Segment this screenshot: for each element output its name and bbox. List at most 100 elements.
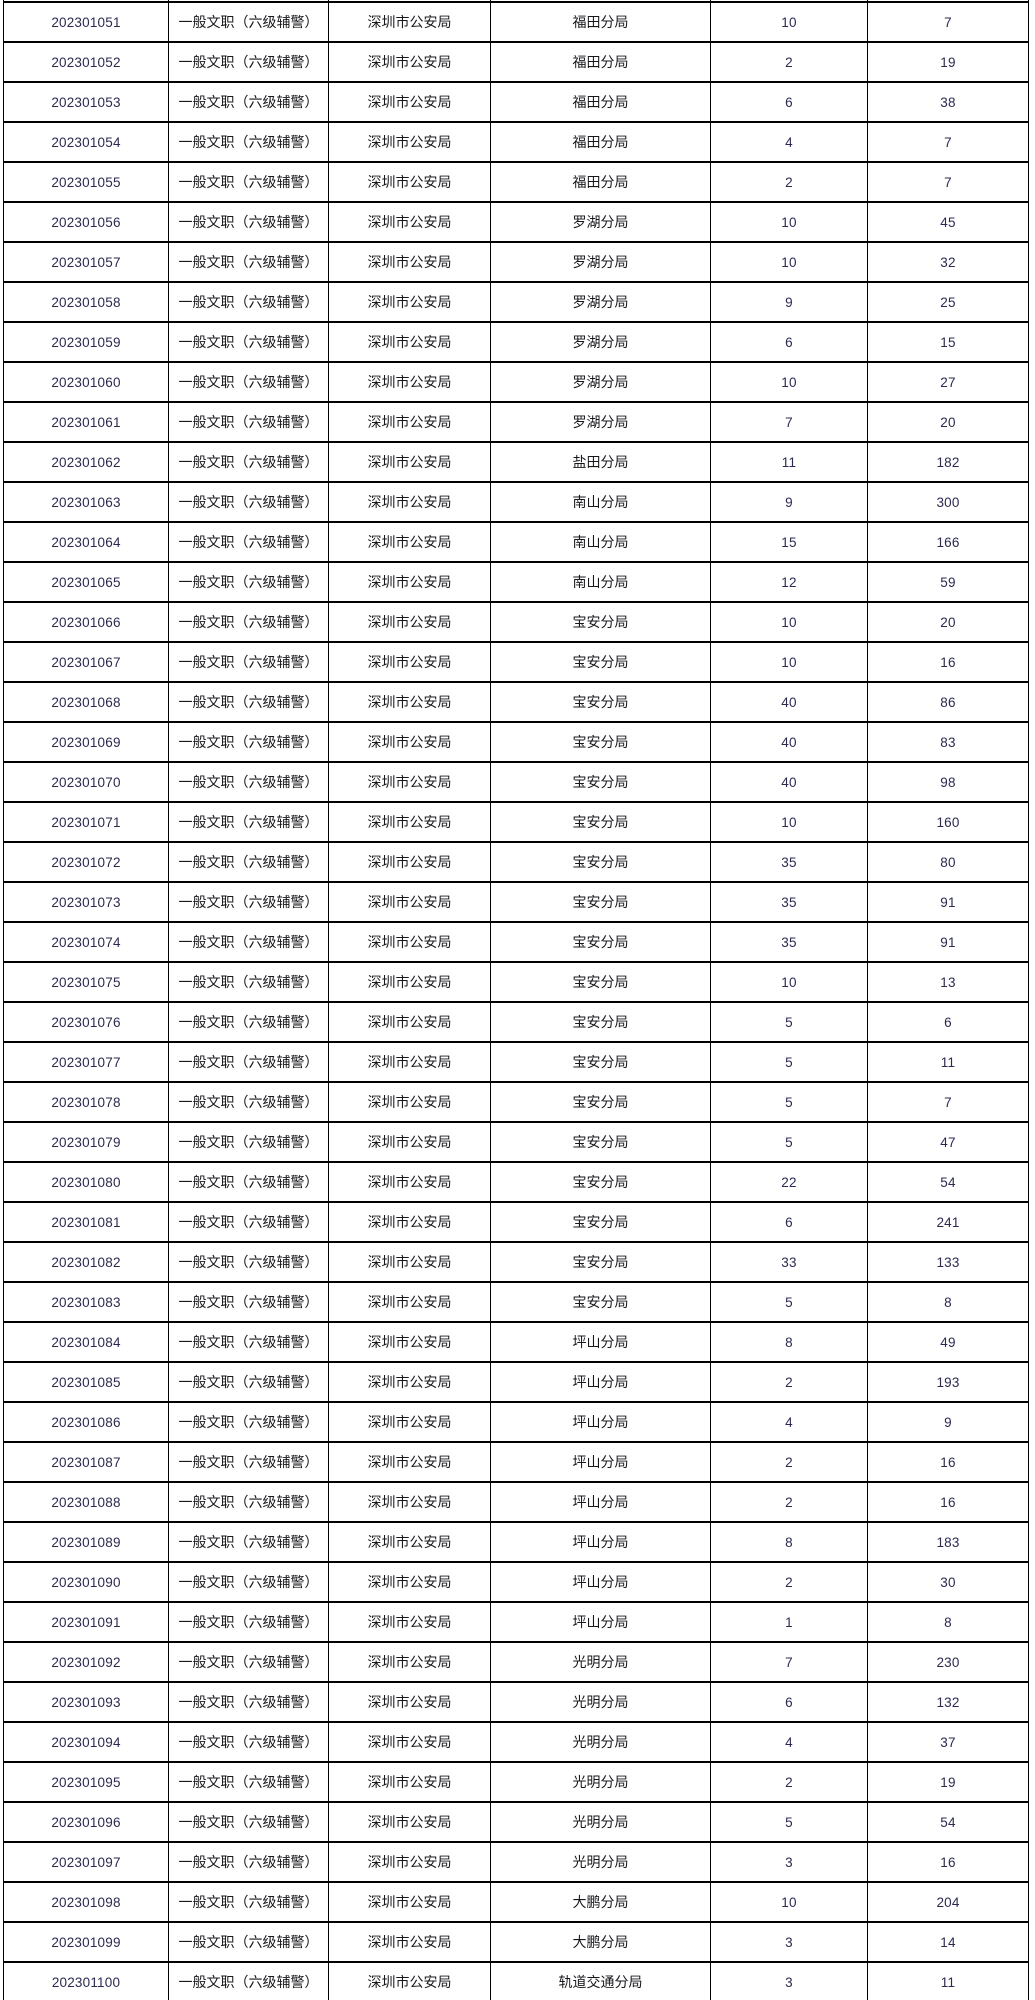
job-code-cell: 202301087 [3,1441,169,1483]
agency-cell: 深圳市公安局 [328,1681,491,1723]
recruit-count-cell: 2 [710,1481,868,1523]
job-code-cell: 202301091 [3,1601,169,1643]
recruit-count-cell: 9 [710,281,868,323]
table-row: 202301098 一般文职（六级辅警） 深圳市公安局 大鹏分局 10 204 [3,1881,1029,1923]
position-cell: 一般文职（六级辅警） [168,361,329,403]
job-code-cell: 202301097 [3,1841,169,1883]
department-cell: 福田分局 [490,41,711,83]
position-cell: 一般文职（六级辅警） [168,1,329,43]
recruit-count-cell: 5 [710,1121,868,1163]
table-row: 202301056 一般文职（六级辅警） 深圳市公安局 罗湖分局 10 45 [3,201,1029,243]
recruit-count-cell: 4 [710,121,868,163]
applicant-count-cell: 47 [867,1121,1029,1163]
department-cell: 罗湖分局 [490,281,711,323]
agency-cell: 深圳市公安局 [328,121,491,163]
agency-cell: 深圳市公安局 [328,41,491,83]
agency-cell: 深圳市公安局 [328,441,491,483]
position-cell: 一般文职（六级辅警） [168,1481,329,1523]
applicant-count-cell: 204 [867,1881,1029,1923]
agency-cell: 深圳市公安局 [328,1641,491,1683]
job-code-cell: 202301059 [3,321,169,363]
agency-cell: 深圳市公安局 [328,1841,491,1883]
recruit-count-cell: 7 [710,401,868,443]
department-cell: 罗湖分局 [490,201,711,243]
agency-cell: 深圳市公安局 [328,241,491,283]
job-code-cell: 202301067 [3,641,169,683]
applicant-count-cell: 80 [867,841,1029,883]
job-code-cell: 202301073 [3,881,169,923]
agency-cell: 深圳市公安局 [328,641,491,683]
applicant-count-cell: 7 [867,1081,1029,1123]
agency-cell: 深圳市公安局 [328,1521,491,1563]
position-cell: 一般文职（六级辅警） [168,801,329,843]
position-cell: 一般文职（六级辅警） [168,1441,329,1483]
table-row: 202301077 一般文职（六级辅警） 深圳市公安局 宝安分局 5 11 [3,1041,1029,1083]
job-code-cell: 202301063 [3,481,169,523]
applicant-count-cell: 19 [867,1761,1029,1803]
applicant-count-cell: 91 [867,921,1029,963]
department-cell: 福田分局 [490,81,711,123]
agency-cell: 深圳市公安局 [328,201,491,243]
recruit-count-cell: 2 [710,41,868,83]
department-cell: 坪山分局 [490,1561,711,1603]
job-code-cell: 202301076 [3,1001,169,1043]
agency-cell: 深圳市公安局 [328,281,491,323]
recruit-count-cell: 5 [710,1801,868,1843]
department-cell: 福田分局 [490,1,711,43]
agency-cell: 深圳市公安局 [328,1601,491,1643]
applicant-count-cell: 300 [867,481,1029,523]
position-cell: 一般文职（六级辅警） [168,1401,329,1443]
table-row: 202301085 一般文职（六级辅警） 深圳市公安局 坪山分局 2 193 [3,1361,1029,1403]
job-code-cell: 202301053 [3,81,169,123]
department-cell: 光明分局 [490,1761,711,1803]
applicant-count-cell: 19 [867,41,1029,83]
agency-cell: 深圳市公安局 [328,1121,491,1163]
job-code-cell: 202301051 [3,1,169,43]
applicant-count-cell: 230 [867,1641,1029,1683]
applicant-count-cell: 54 [867,1161,1029,1203]
agency-cell: 深圳市公安局 [328,81,491,123]
agency-cell: 深圳市公安局 [328,1081,491,1123]
agency-cell: 深圳市公安局 [328,1,491,43]
department-cell: 宝安分局 [490,1281,711,1323]
job-code-cell: 202301096 [3,1801,169,1843]
agency-cell: 深圳市公安局 [328,1561,491,1603]
recruit-count-cell: 15 [710,521,868,563]
agency-cell: 深圳市公安局 [328,561,491,603]
position-cell: 一般文职（六级辅警） [168,921,329,963]
applicant-count-cell: 14 [867,1921,1029,1963]
table-row: 202301064 一般文职（六级辅警） 深圳市公安局 南山分局 15 166 [3,521,1029,563]
agency-cell: 深圳市公安局 [328,1761,491,1803]
position-cell: 一般文职（六级辅警） [168,1721,329,1763]
recruit-count-cell: 35 [710,921,868,963]
agency-cell: 深圳市公安局 [328,801,491,843]
recruit-count-cell: 9 [710,481,868,523]
recruit-count-cell: 6 [710,321,868,363]
job-code-cell: 202301057 [3,241,169,283]
recruit-count-cell: 10 [710,601,868,643]
position-cell: 一般文职（六级辅警） [168,841,329,883]
job-code-cell: 202301070 [3,761,169,803]
table-row: 202301065 一般文职（六级辅警） 深圳市公安局 南山分局 12 59 [3,561,1029,603]
agency-cell: 深圳市公安局 [328,1401,491,1443]
table-row: 202301086 一般文职（六级辅警） 深圳市公安局 坪山分局 4 9 [3,1401,1029,1443]
department-cell: 宝安分局 [490,921,711,963]
job-code-cell: 202301052 [3,41,169,83]
position-cell: 一般文职（六级辅警） [168,641,329,683]
job-code-cell: 202301086 [3,1401,169,1443]
job-code-cell: 202301085 [3,1361,169,1403]
department-cell: 宝安分局 [490,761,711,803]
agency-cell: 深圳市公安局 [328,1961,491,2000]
job-code-cell: 202301075 [3,961,169,1003]
table-row: 202301094 一般文职（六级辅警） 深圳市公安局 光明分局 4 37 [3,1721,1029,1763]
position-cell: 一般文职（六级辅警） [168,1041,329,1083]
position-cell: 一般文职（六级辅警） [168,1081,329,1123]
department-cell: 宝安分局 [490,641,711,683]
department-cell: 坪山分局 [490,1481,711,1523]
applicant-count-cell: 25 [867,281,1029,323]
agency-cell: 深圳市公安局 [328,1881,491,1923]
department-cell: 坪山分局 [490,1441,711,1483]
department-cell: 福田分局 [490,121,711,163]
position-cell: 一般文职（六级辅警） [168,601,329,643]
table-row: 202301061 一般文职（六级辅警） 深圳市公安局 罗湖分局 7 20 [3,401,1029,443]
